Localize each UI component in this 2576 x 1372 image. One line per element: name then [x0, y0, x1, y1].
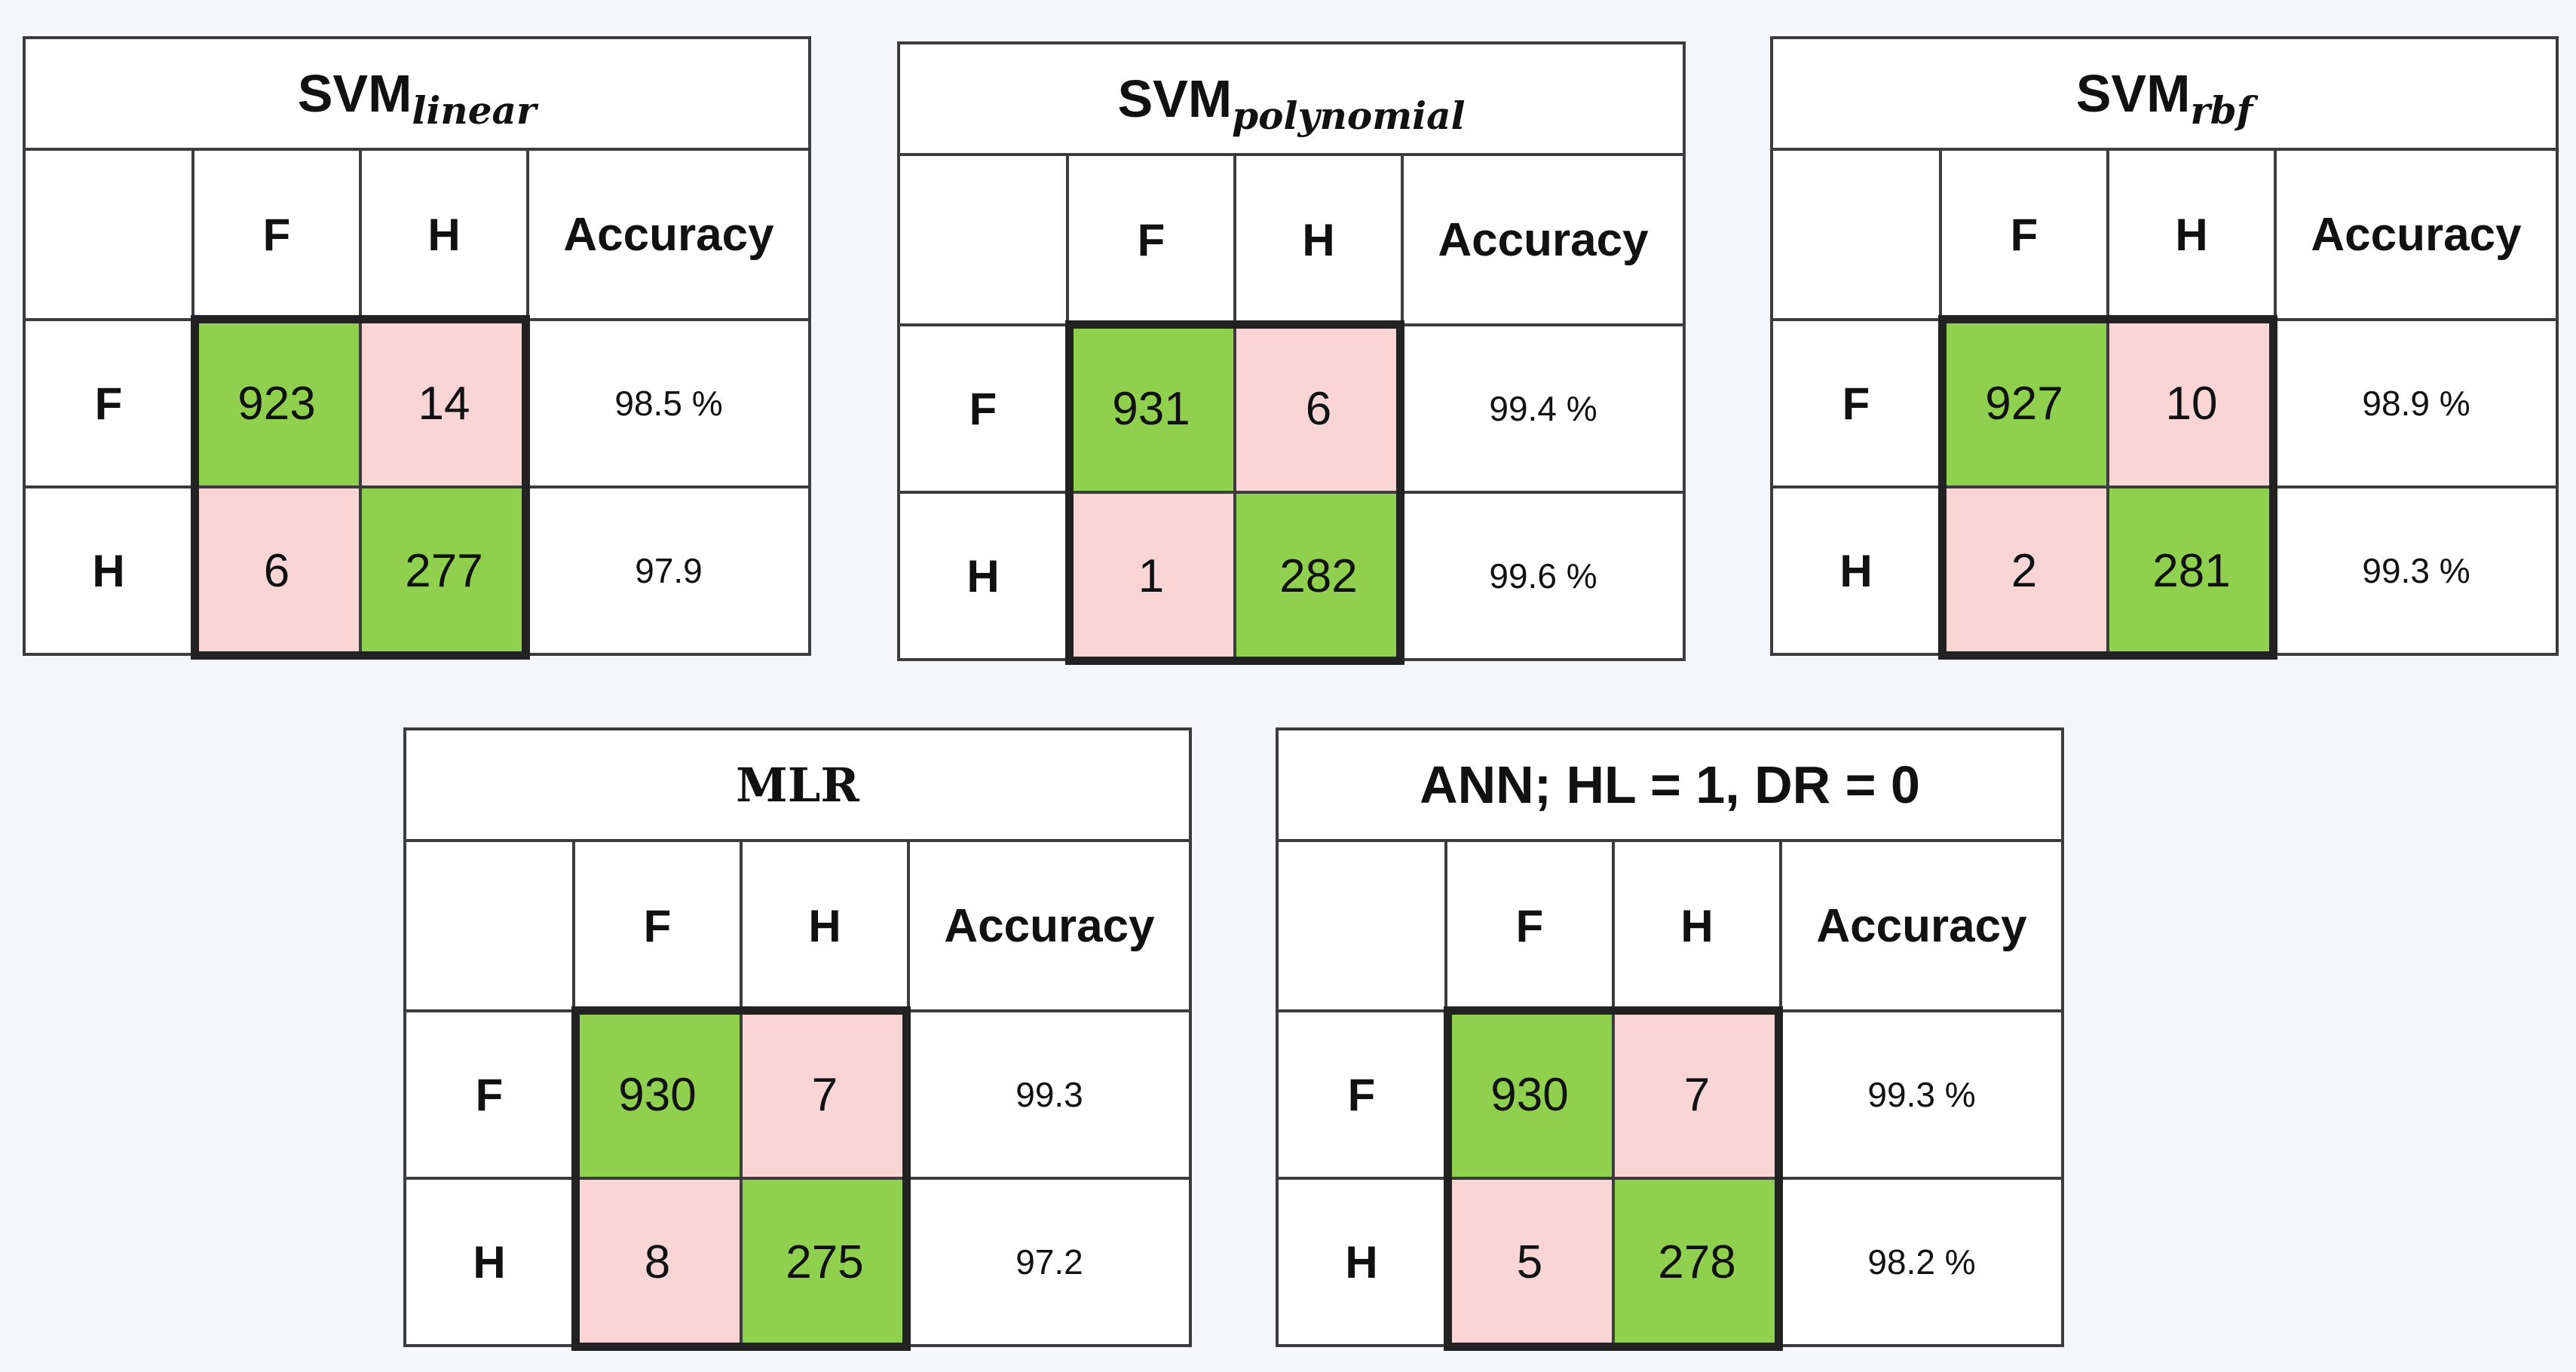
cell-true-positive: 930 — [1447, 1012, 1612, 1177]
column-header-f: F — [1137, 214, 1165, 265]
accuracy-row-h: 97.2 — [1015, 1242, 1083, 1282]
row-header-f: F — [1842, 378, 1870, 429]
confusion-matrix-svm-linear: SVM linear F H Accuracy F H 923 14 6 277 … — [23, 36, 811, 660]
accuracy-row-h: 99.3 % — [2362, 551, 2470, 590]
matrix-title: SVM rbf — [1773, 39, 2556, 151]
cell-false-negative: 7 — [743, 1012, 907, 1177]
title-main: SVM — [1117, 69, 1233, 128]
matrix-title: SVM linear — [26, 39, 808, 151]
row-header-f: F — [475, 1069, 504, 1120]
confusion-matrix-svm-polynomial: SVM polynomial F H Accuracy F H 931 6 1 2… — [897, 41, 1686, 665]
cell-false-positive: 5 — [1447, 1180, 1612, 1344]
row-header-h: H — [92, 545, 125, 596]
column-header-f: F — [262, 209, 291, 260]
cell-true-positive: 927 — [1942, 321, 2106, 485]
title-subscript: polynomial — [1232, 93, 1466, 138]
accuracy-row-f: 99.3 % — [1867, 1075, 1976, 1114]
title-subscript: linear — [412, 87, 537, 133]
column-header-h: H — [427, 209, 461, 260]
accuracy-row-f: 99.4 % — [1489, 389, 1597, 428]
row-header-f: F — [1347, 1069, 1376, 1120]
title-main: SVM — [2075, 64, 2191, 123]
title-main: SVM — [297, 64, 412, 123]
accuracy-row-h: 99.6 % — [1489, 556, 1597, 596]
accuracy-row-h: 98.2 % — [1867, 1242, 1976, 1282]
accuracy-row-f: 98.9 % — [2362, 384, 2470, 423]
row-header-h: H — [473, 1236, 506, 1288]
column-header-f: F — [2010, 209, 2038, 260]
column-header-h: H — [1680, 900, 1714, 951]
column-header-f: F — [1515, 900, 1544, 951]
cell-false-positive: 8 — [575, 1180, 740, 1344]
accuracy-header: Accuracy — [563, 208, 774, 261]
cell-false-negative: 6 — [1236, 326, 1401, 491]
row-header-h: H — [1345, 1236, 1378, 1288]
matrix-title: ANN; HL = 1, DR = 0 — [1279, 730, 2061, 842]
confusion-matrix-ann: ANN; HL = 1, DR = 0 F H Accuracy F H 930… — [1276, 727, 2064, 1351]
matrix-title: MLR — [406, 730, 1189, 842]
title-main: ANN; HL = 1, DR = 0 — [1420, 755, 1920, 814]
accuracy-header: Accuracy — [2311, 208, 2522, 261]
accuracy-header: Accuracy — [1438, 213, 1649, 266]
row-header-h: H — [1839, 545, 1873, 596]
accuracy-row-f: 98.5 % — [614, 384, 723, 423]
column-header-h: H — [808, 900, 841, 951]
cell-true-negative: 278 — [1615, 1180, 1779, 1344]
row-header-f: F — [969, 383, 997, 434]
accuracy-row-h: 97.9 — [635, 551, 703, 590]
confusion-matrix-svm-rbf: SVM rbf F H Accuracy F H 927 10 2 281 98.… — [1770, 36, 2559, 660]
cell-false-positive: 2 — [1942, 488, 2106, 653]
cell-false-negative: 10 — [2109, 321, 2274, 485]
accuracy-header: Accuracy — [1816, 899, 2027, 952]
cell-true-positive: 930 — [575, 1012, 740, 1177]
row-header-h: H — [966, 550, 1000, 602]
cell-false-positive: 6 — [195, 488, 359, 653]
cell-true-negative: 281 — [2109, 488, 2274, 653]
column-header-h: H — [1302, 214, 1335, 265]
cell-false-negative: 7 — [1615, 1012, 1779, 1177]
confusion-matrix-mlr: MLR F H Accuracy F H 930 7 8 275 99.3 97… — [403, 727, 1192, 1351]
cell-false-positive: 1 — [1069, 494, 1233, 658]
cell-true-negative: 277 — [362, 488, 526, 653]
cell-true-positive: 931 — [1069, 326, 1233, 491]
cell-true-negative: 282 — [1236, 494, 1401, 658]
accuracy-header: Accuracy — [944, 899, 1155, 952]
row-header-f: F — [94, 378, 123, 429]
cell-true-negative: 275 — [743, 1180, 907, 1344]
matrix-title: SVM polynomial — [900, 44, 1683, 156]
column-header-h: H — [2175, 209, 2208, 260]
cell-true-positive: 923 — [195, 321, 359, 485]
accuracy-row-f: 99.3 — [1015, 1075, 1083, 1114]
title-subscript: rbf — [2190, 87, 2253, 133]
column-header-f: F — [643, 900, 672, 951]
title-main: MLR — [736, 757, 859, 813]
cell-false-negative: 14 — [362, 321, 526, 485]
